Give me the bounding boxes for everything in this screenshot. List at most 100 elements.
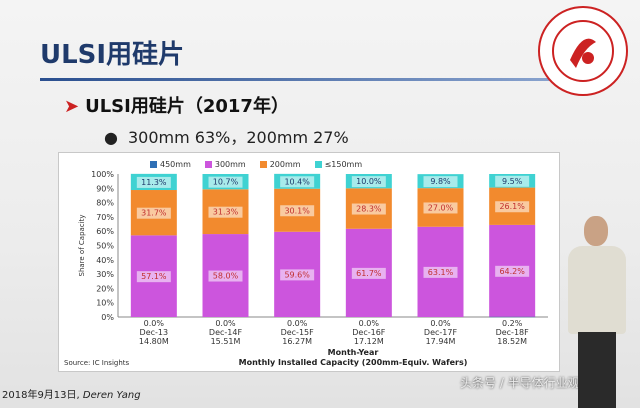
y-tick-label: 100%	[91, 170, 114, 179]
x-axis-title: Month-Year	[328, 348, 379, 357]
data-label-300mm-1: 58.0%	[213, 272, 239, 281]
y-tick-label: 90%	[96, 184, 114, 193]
data-label-450mm-3: 0.0%	[359, 319, 380, 328]
presenter-silhouette	[566, 216, 630, 408]
x-tick-label: Dec-15F	[281, 328, 315, 337]
legend-label-450mm: 450mm	[160, 160, 191, 169]
x-tick-sublabel: 14.80M	[139, 337, 169, 346]
data-label-200mm-3: 28.3%	[356, 205, 382, 214]
y-tick-label: 40%	[96, 256, 114, 265]
slide-subtitle-text: ULSI用硅片（2017年）	[85, 96, 289, 117]
data-label-bg-300mm-2	[280, 269, 315, 281]
legend-item-300mm: 300mm	[204, 160, 246, 169]
bullet-text: 300mm 63%，200mm 27%	[127, 128, 349, 147]
stacked-bar-chart: 0% 10% 20% 30% 40% 50% 60% 70% 80% 90% 100% Share o…	[64, 170, 548, 367]
x-tick-label: Dec-13	[140, 328, 169, 337]
x-tick-sublabel: 18.52M	[497, 337, 527, 346]
y-tick-label: 60%	[96, 227, 114, 236]
y-tick-label: 10%	[96, 299, 114, 308]
y-tick-label: 50%	[96, 242, 114, 251]
data-label-450mm-5: 0.2%	[502, 319, 523, 328]
presenter-torso	[568, 246, 626, 334]
x-tick-sublabel: 17.94M	[426, 337, 456, 346]
x-axis-subtitle: Monthly Installed Capacity (200mm-Equiv.…	[239, 358, 468, 367]
arrow-bullet-icon: ➤	[64, 96, 80, 117]
data-label-bg-le150mm-1	[208, 176, 243, 188]
chart-legend: 450mm 300mm 200mm ≤150mm	[150, 160, 362, 169]
data-label-450mm-0: 0.0%	[144, 319, 165, 328]
data-label-200mm-2: 30.1%	[284, 206, 310, 215]
watermark-text: 头条号 / 半导体行业观察	[460, 376, 592, 390]
legend-label-200mm: 200mm	[269, 160, 301, 169]
data-label-300mm-5: 64.2%	[499, 267, 525, 276]
x-tick-label: Dec-17F	[424, 328, 458, 337]
data-label-bg-200mm-4	[423, 202, 458, 214]
footer-date: 2018年9月13日,	[2, 390, 80, 401]
data-label-450mm-2: 0.0%	[287, 319, 308, 328]
slide-footer: 2018年9月13日, Deren Yang	[2, 386, 141, 401]
x-tick-label: Dec-14F	[209, 328, 243, 337]
legend-swatch-300mm	[204, 161, 212, 168]
data-label-le150mm-2: 10.4%	[284, 177, 310, 186]
data-label-bg-le150mm-0	[136, 176, 171, 188]
x-tick-label: Dec-18F	[496, 328, 530, 337]
data-label-bg-le150mm-3	[351, 176, 386, 188]
x-tick-sublabel: 17.12M	[354, 337, 384, 346]
y-axis-title: Share of Capacity	[78, 215, 86, 277]
chart-source: Source: IC Insights	[64, 359, 130, 367]
legend-label-150mm: ≤150mm	[324, 160, 363, 169]
legend-swatch-450mm	[150, 161, 157, 168]
data-label-200mm-5: 26.1%	[499, 202, 525, 211]
y-tick-label: 80%	[96, 199, 114, 208]
slide-subtitle: ➤ ULSI用硅片（2017年）	[64, 92, 289, 118]
y-tick-label: 70%	[96, 213, 114, 222]
bullet-dot-icon: ●	[104, 128, 118, 147]
footer-author: Deren Yang	[82, 390, 141, 401]
data-label-300mm-3: 61.7%	[356, 269, 382, 278]
data-label-450mm-1: 0.0%	[215, 319, 236, 328]
data-label-bg-le150mm-4	[423, 176, 458, 188]
data-label-bg-300mm-3	[351, 267, 386, 279]
data-label-le150mm-5: 9.5%	[502, 177, 523, 186]
presenter-legs	[578, 332, 616, 408]
data-label-bg-le150mm-2	[280, 176, 315, 188]
data-label-300mm-2: 59.6%	[284, 270, 310, 279]
legend-item-200mm: 200mm	[259, 160, 301, 169]
data-label-bg-300mm-5	[495, 265, 530, 277]
data-label-bg-200mm-2	[280, 205, 315, 217]
data-label-le150mm-3: 10.0%	[356, 177, 382, 186]
legend-item-150mm: ≤150mm	[314, 160, 363, 169]
x-tick-label: Dec-16F	[352, 328, 386, 337]
data-label-bg-300mm-1	[208, 270, 243, 282]
institution-logo	[538, 6, 628, 96]
data-label-bg-200mm-1	[208, 206, 243, 218]
presenter-head	[584, 216, 608, 246]
data-label-bg-300mm-0	[136, 271, 171, 283]
data-label-bg-200mm-3	[351, 203, 386, 215]
data-label-le150mm-4: 9.8%	[430, 177, 451, 186]
data-label-bg-le150mm-5	[495, 175, 530, 187]
data-label-le150mm-1: 10.7%	[213, 178, 239, 187]
x-tick-sublabel: 16.27M	[282, 337, 312, 346]
data-label-300mm-4: 63.1%	[428, 268, 454, 277]
bar-450mm-5	[489, 316, 536, 318]
data-label-bg-300mm-4	[423, 266, 458, 278]
y-tick-label: 0%	[101, 313, 114, 322]
data-label-200mm-1: 31.3%	[213, 208, 239, 217]
data-label-bg-200mm-5	[495, 201, 530, 213]
data-label-200mm-0: 31.7%	[141, 209, 167, 218]
logo-emblem-icon	[552, 20, 614, 82]
title-underline	[40, 78, 560, 81]
legend-swatch-150mm	[314, 161, 322, 168]
slide-title: ULSI用硅片	[40, 40, 185, 70]
data-label-le150mm-0: 11.3%	[141, 178, 167, 187]
legend-swatch-200mm	[259, 161, 267, 168]
y-tick-label: 20%	[96, 284, 114, 293]
legend-label-300mm: 300mm	[214, 160, 246, 169]
data-label-300mm-0: 57.1%	[141, 272, 167, 281]
x-tick-sublabel: 15.51M	[211, 337, 241, 346]
bullet-point: ● 300mm 63%，200mm 27%	[104, 124, 349, 148]
data-label-200mm-4: 27.0%	[428, 203, 454, 212]
